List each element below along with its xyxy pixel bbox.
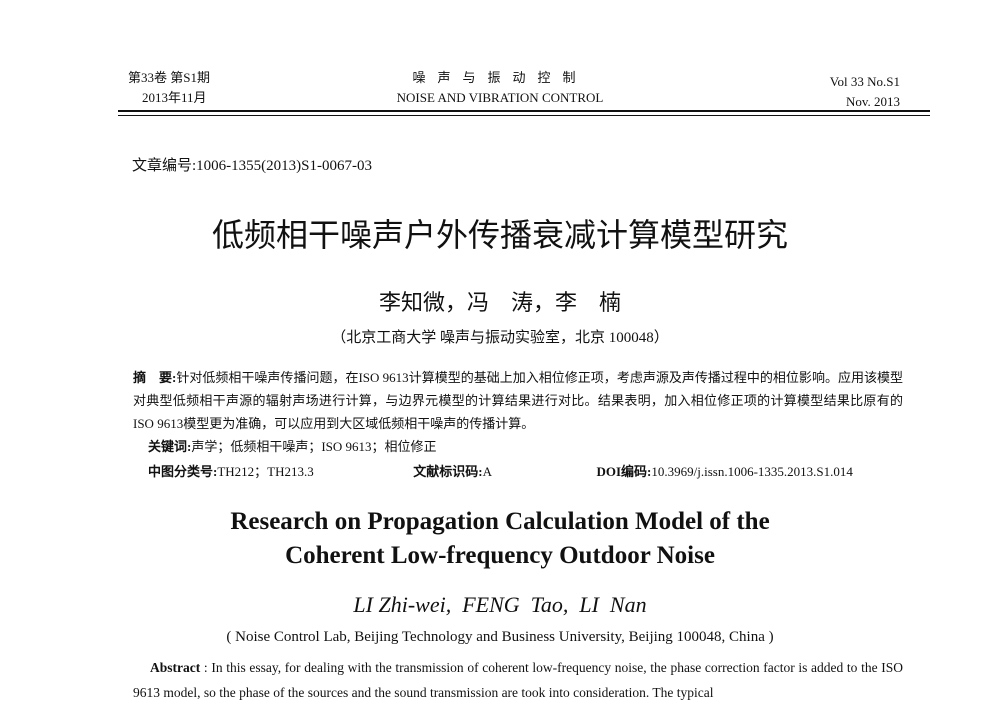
abstract-cn-label: 摘 要: [133, 370, 177, 385]
header-rule [118, 110, 930, 112]
authors-cn: 李知微，冯 涛，李 楠 [378, 290, 621, 315]
affiliation-cn: （北京工商大学 噪声与振动实验室，北京 100048） [331, 330, 669, 346]
volume-en: Vol 33 No.S1 [829, 74, 900, 89]
keywords-label: 关键词: [148, 439, 192, 454]
date-en: Nov. 2013 [845, 94, 900, 109]
title-en-line2: Coherent Low-frequency Outdoor Noise [285, 542, 715, 569]
article-number: 文章编号:1006-1355(2013)S1-0067-03 [132, 158, 372, 174]
header-right: Vol 33 No.S1 Nov. 2013 [780, 72, 900, 112]
doc-code-value: A [482, 464, 492, 479]
journal-name-en: NOISE AND VIBRATION CONTROL [396, 90, 604, 105]
date-cn: 2013年11月 [142, 90, 207, 105]
journal-name-cn: 噪声与振动控制 [412, 70, 588, 85]
classification-value: TH212；TH213.3 [217, 464, 314, 479]
keywords: 关键词:声学；低频相干噪声；ISO 9613；相位修正 [148, 436, 437, 455]
classification-label: 中图分类号: [148, 464, 218, 479]
abstract-en: Abstract : In this essay, for dealing wi… [133, 655, 903, 703]
abstract-cn: 摘 要:针对低频相干噪声传播问题，在ISO 9613计算模型的基础上加入相位修正… [133, 366, 903, 435]
volume-issue: 第33卷 第S1期 [128, 70, 210, 85]
classification-row: 中图分类号:TH212；TH213.3 文献标识码:A DOI编码:10.396… [148, 461, 898, 480]
authors-en: LI Zhi-wei, FENG Tao, LI Nan [353, 592, 647, 617]
abstract-en-label: Abstract [150, 660, 201, 675]
doi-value: 10.3969/j.issn.1006-1335.2013.S1.014 [651, 464, 853, 479]
title-en-line1: Research on Propagation Calculation Mode… [230, 508, 770, 535]
abstract-en-text: : In this essay, for dealing with the tr… [133, 660, 903, 700]
doc-code-label: 文献标识码: [413, 464, 483, 479]
abstract-cn-text: 针对低频相干噪声传播问题，在ISO 9613计算模型的基础上加入相位修正项，考虑… [133, 370, 903, 431]
keywords-text: 声学；低频相干噪声；ISO 9613；相位修正 [191, 439, 437, 454]
header-left: 第33卷 第S1期 2013年11月 [128, 68, 210, 108]
title-cn: 低频相干噪声户外传播衰减计算模型研究 [211, 216, 788, 254]
affiliation-en: ( Noise Control Lab, Beijing Technology … [226, 629, 774, 645]
doi-label: DOI编码: [596, 464, 652, 479]
header-center: 噪声与振动控制 NOISE AND VIBRATION CONTROL [0, 68, 1000, 108]
header-rule-thin [118, 115, 930, 116]
title-en: Research on Propagation Calculation Mode… [0, 505, 1000, 573]
